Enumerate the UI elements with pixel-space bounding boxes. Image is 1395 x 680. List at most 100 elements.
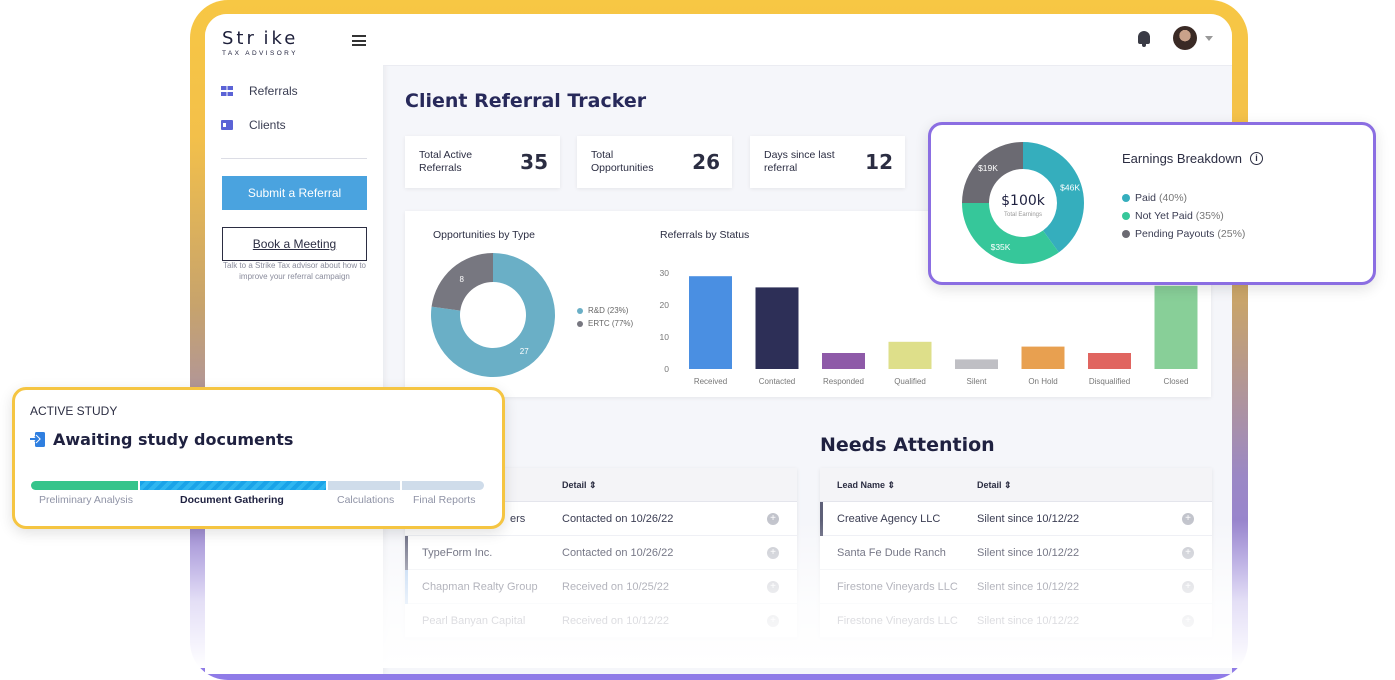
legend-item-paid: Paid (40%) [1122, 192, 1187, 204]
stat-label: Total Active Referrals [419, 149, 473, 174]
donut-slice-rd[interactable] [431, 253, 493, 311]
legend-dot [1122, 230, 1130, 238]
earnings-slice-label: $19K [978, 163, 998, 173]
lead-name-column-header[interactable]: Lead Name ⇕ [837, 480, 896, 490]
sidebar-item-clients[interactable]: Clients [221, 118, 286, 132]
legend-item-ertc: ERTC (77%) [577, 319, 633, 328]
brand-name: Str ike [222, 28, 299, 49]
document-import-icon [30, 432, 45, 447]
table-row[interactable]: Firestone Vineyards LLC Silent since 10/… [820, 604, 1212, 638]
sidebar-item-label: Clients [249, 118, 286, 132]
earnings-slice-paid[interactable] [1023, 142, 1084, 253]
legend-item-not-yet-paid: Not Yet Paid (35%) [1122, 210, 1224, 222]
y-tick-label: 10 [660, 332, 670, 342]
legend-item-pending-payouts: Pending Payouts (25%) [1122, 228, 1245, 240]
needs-attention-title: Needs Attention [820, 434, 995, 456]
table-row[interactable]: Creative Agency LLC Silent since 10/12/2… [820, 502, 1212, 536]
lead-detail: Silent since 10/12/22 [977, 615, 1080, 627]
bar-received[interactable] [689, 276, 732, 369]
info-icon[interactable]: i [1249, 152, 1263, 165]
avatar[interactable] [1173, 26, 1197, 50]
table-row[interactable]: Santa Fe Dude Ranch Silent since 10/12/2… [820, 536, 1212, 570]
lead-name: Santa Fe Dude Ranch [837, 547, 946, 559]
sidebar-item-referrals[interactable]: Referrals [221, 84, 298, 98]
stat-label: Total Opportunities [591, 149, 654, 174]
plus-circle-icon[interactable]: + [767, 615, 779, 627]
lead-name: Creative Agency LLC [837, 513, 941, 525]
x-tick-label: On Hold [1028, 377, 1057, 386]
earnings-slice-label: $46K [1060, 183, 1080, 193]
sidebar-divider [221, 158, 367, 159]
detail-column-header[interactable]: Detail ⇕ [562, 480, 597, 490]
status-chart-title: Referrals by Status [660, 229, 750, 241]
book-meeting-button[interactable]: Book a Meeting [222, 227, 367, 261]
submit-referral-button[interactable]: Submit a Referral [222, 176, 367, 210]
plus-circle-icon[interactable]: + [767, 547, 779, 559]
y-tick-label: 0 [664, 364, 669, 374]
bar-responded[interactable] [822, 353, 865, 369]
bar-disqualified[interactable] [1088, 353, 1131, 369]
legend-percent: (40%) [1159, 192, 1188, 204]
plus-circle-icon[interactable]: + [767, 513, 779, 525]
earnings-total-value: $100k [1001, 193, 1046, 209]
table-row[interactable]: Chapman Realty Group Received on 10/25/2… [405, 570, 797, 604]
bar-on-hold[interactable] [1021, 346, 1065, 369]
row-accent [820, 502, 823, 536]
detail-column-header[interactable]: Detail ⇕ [977, 480, 1012, 490]
bar-qualified[interactable] [888, 341, 932, 369]
bar-contacted[interactable] [755, 287, 799, 369]
progress-segment-final-reports [402, 481, 484, 490]
lead-detail: Received on 10/12/22 [562, 615, 670, 627]
study-eyebrow: ACTIVE STUDY [30, 404, 118, 418]
lead-detail: Contacted on 10/26/22 [562, 547, 674, 559]
legend-label: R&D (23%) [588, 306, 629, 315]
earnings-slice-not-yet-paid[interactable] [962, 203, 1059, 264]
bar-closed[interactable] [1154, 285, 1198, 369]
legend-label: Not Yet Paid [1135, 210, 1193, 222]
hamburger-icon[interactable] [352, 35, 366, 46]
top-bar [383, 14, 1232, 66]
table-row[interactable]: Firestone Vineyards LLC Silent since 10/… [820, 570, 1212, 604]
brand-logo[interactable]: Str ike TAX ADVISORY [222, 28, 298, 57]
x-tick-label: Qualified [894, 377, 926, 386]
chevron-down-icon[interactable] [1205, 36, 1213, 41]
plus-circle-icon[interactable]: + [1182, 513, 1194, 525]
bar-silent[interactable] [955, 359, 998, 369]
x-tick-label: Silent [966, 377, 987, 386]
table-row[interactable]: Pearl Banyan Capital Received on 10/12/2… [405, 604, 797, 638]
row-accent [405, 570, 408, 604]
plus-circle-icon[interactable]: + [1182, 581, 1194, 593]
opportunities-chart-title: Opportunities by Type [433, 229, 535, 241]
plus-circle-icon[interactable]: + [1182, 547, 1194, 559]
earnings-slice-pending-payouts[interactable] [962, 142, 1023, 203]
lead-name: ers [510, 513, 526, 525]
bell-icon[interactable] [1138, 31, 1150, 47]
lead-name: TypeForm Inc. [422, 547, 493, 559]
plus-circle-icon[interactable]: + [1182, 615, 1194, 627]
x-tick-label: Responded [823, 377, 864, 386]
legend-label: ERTC (77%) [588, 319, 634, 328]
step-label-preliminary: Preliminary Analysis [39, 494, 133, 506]
legend-dot [1122, 194, 1130, 202]
x-tick-label: Contacted [759, 377, 795, 386]
sidebar-item-label: Referrals [249, 84, 298, 98]
step-label-calculations: Calculations [337, 494, 395, 506]
legend-item-rd: R&D (23%) [577, 306, 628, 315]
earnings-title-text: Earnings Breakdown [1122, 151, 1242, 166]
legend-label: Paid [1135, 192, 1157, 204]
x-tick-label: Disqualified [1089, 377, 1130, 386]
legend-dot [1122, 212, 1130, 220]
id-card-icon [221, 120, 233, 130]
book-meeting-help-text: Talk to a Strike Tax advisor about how t… [222, 261, 367, 281]
earnings-slice-label: $35K [991, 242, 1011, 252]
step-label-document-gathering: Document Gathering [180, 494, 284, 506]
legend-dot [577, 307, 583, 314]
x-tick-label: Closed [1164, 377, 1189, 386]
progress-segment-calculations [328, 481, 400, 490]
donut-slice-ertc[interactable] [431, 253, 555, 377]
lead-name: Chapman Realty Group [422, 581, 538, 593]
lead-name: Firestone Vineyards LLC [837, 581, 958, 593]
stat-value: 35 [520, 150, 548, 174]
table-row[interactable]: TypeForm Inc. Contacted on 10/26/22 + [405, 536, 797, 570]
plus-circle-icon[interactable]: + [767, 581, 779, 593]
